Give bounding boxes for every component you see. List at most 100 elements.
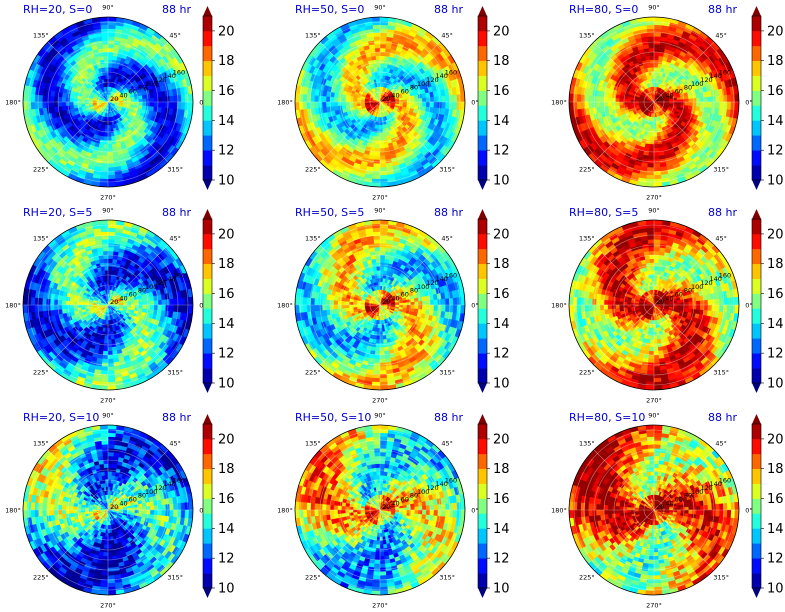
field-cell — [348, 95, 354, 100]
grid-spoke — [319, 101, 381, 163]
field-cell — [107, 140, 113, 145]
field-cell — [107, 70, 112, 76]
colorbar-step — [478, 16, 487, 32]
grid-circle — [643, 91, 665, 113]
field-cell — [102, 47, 109, 53]
field-cell — [703, 96, 709, 103]
field-cell — [572, 101, 578, 111]
colorbar-tick-label: 16 — [767, 84, 784, 99]
field-cell — [445, 94, 450, 103]
field-cell — [105, 124, 109, 130]
grid-circle — [633, 81, 675, 123]
field-cell — [161, 96, 167, 103]
field-cell — [80, 99, 86, 103]
panel-title: RH=80, S=0 — [569, 3, 638, 16]
grid-spoke — [653, 101, 715, 163]
field-cell — [414, 97, 419, 103]
field-cell — [452, 94, 458, 103]
field-cell — [38, 94, 43, 103]
field-cell — [576, 94, 582, 103]
field-cell — [107, 24, 116, 30]
field-cell — [61, 97, 66, 103]
colorbar-step — [203, 135, 212, 151]
radius-tick-label: 40 — [391, 91, 399, 99]
field-cell — [676, 101, 682, 105]
field-cell — [107, 43, 114, 49]
field-cell — [649, 144, 655, 149]
field-cell — [142, 101, 147, 107]
field-cell — [379, 163, 387, 168]
field-cell — [649, 63, 655, 68]
colorbar-step — [478, 150, 487, 166]
field-cell — [107, 167, 116, 172]
field-cell — [107, 163, 115, 168]
field-cell — [100, 32, 109, 37]
colorbar-step — [752, 135, 761, 151]
grid-circle — [573, 21, 735, 183]
field-cell — [372, 132, 378, 137]
field-cell — [429, 101, 435, 108]
field-cell — [107, 74, 111, 80]
azimuth-tick-label: 270° — [100, 194, 116, 202]
field-cell — [374, 155, 381, 161]
grid-circle — [37, 31, 179, 173]
field-cell — [76, 95, 82, 100]
field-cell — [102, 155, 109, 161]
colorbar-tick-label: 20 — [218, 24, 235, 39]
colorbar-tick-label: 20 — [767, 24, 784, 39]
grid-spoke — [107, 101, 169, 163]
field-cell — [142, 97, 147, 103]
polar-panel: 204060801001201401600°45°90°135°180°225°… — [5, 3, 234, 202]
field-cell — [379, 36, 387, 41]
field-cell — [653, 36, 661, 41]
field-cell — [379, 55, 385, 60]
field-cell — [61, 101, 66, 107]
colorbar-step — [752, 165, 761, 181]
field-cell — [588, 95, 593, 103]
panel-time-label: 88 hr — [162, 3, 191, 16]
field-cell — [173, 101, 178, 110]
field-cell — [684, 104, 689, 110]
field-cell — [76, 298, 82, 303]
radius-tick-label: 120 — [700, 76, 712, 84]
field-cell — [99, 178, 109, 184]
colorbar-step — [478, 165, 487, 181]
field-cell — [572, 93, 578, 103]
field-cell — [618, 98, 624, 103]
panel-time-label: 88 hr — [434, 3, 463, 16]
field-cell — [656, 67, 662, 72]
field-cell — [696, 97, 701, 103]
colorbar-step — [752, 90, 761, 106]
azimuth-tick-label: 225° — [33, 166, 49, 174]
field-cell — [379, 20, 389, 26]
field-cell — [73, 94, 78, 100]
radius-tick-label: 60 — [401, 88, 409, 96]
field-cell — [607, 101, 612, 107]
field-cell — [379, 178, 389, 184]
field-cell — [379, 144, 385, 149]
field-cell — [422, 97, 427, 103]
panel-title: RH=50, S=0 — [295, 3, 364, 16]
field-cell — [619, 94, 624, 100]
field-cell — [295, 93, 300, 103]
field-cell — [726, 94, 732, 103]
field-cell — [688, 101, 693, 107]
field-cell — [104, 335, 109, 341]
field-cell — [372, 174, 381, 180]
field-cell — [650, 128, 655, 134]
grid-spoke — [593, 41, 655, 103]
grid-circle — [97, 91, 119, 113]
field-cell — [107, 269, 112, 275]
radius-tick-label: 120 — [426, 76, 438, 84]
field-cell — [26, 101, 32, 111]
field-cell — [375, 140, 381, 145]
field-cell — [734, 101, 739, 111]
radius-tick-label: 140 — [709, 72, 721, 80]
field-cell — [646, 32, 655, 37]
colorbar-tick-label: 18 — [218, 54, 235, 69]
radius-tick-label: 120 — [154, 76, 166, 84]
field-cell — [110, 70, 115, 76]
field-cell — [406, 104, 412, 109]
field-cell — [646, 174, 655, 180]
